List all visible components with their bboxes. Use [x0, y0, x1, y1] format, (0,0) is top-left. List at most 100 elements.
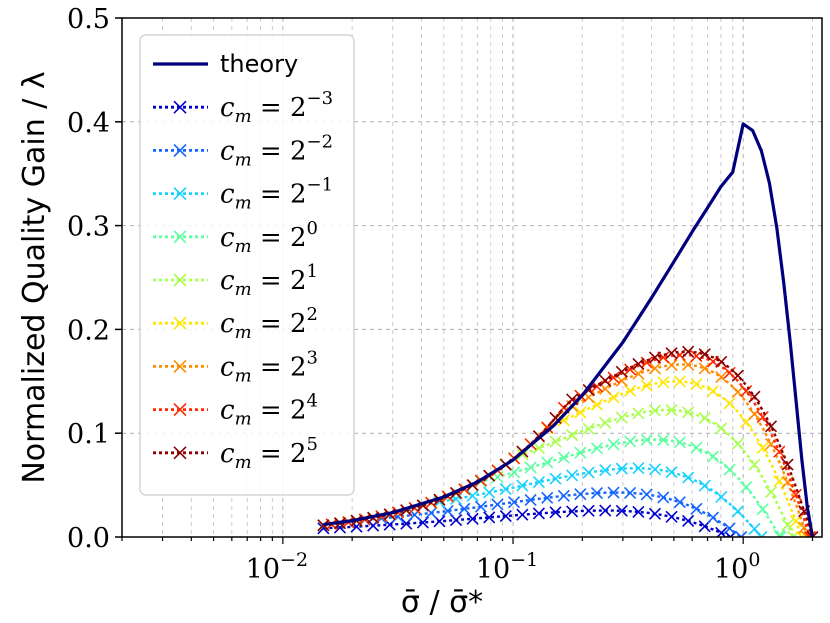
series-marker — [599, 416, 612, 429]
series-marker — [532, 476, 545, 489]
series-marker — [615, 411, 628, 424]
legend-swatch-marker — [173, 446, 187, 460]
series-marker — [466, 489, 479, 502]
series-marker — [640, 488, 653, 501]
series-marker — [698, 479, 711, 492]
series-marker — [317, 519, 330, 532]
series-marker — [706, 385, 720, 398]
legend-swatch-marker — [173, 359, 187, 373]
series-marker — [657, 376, 670, 389]
series-marker — [640, 433, 653, 446]
series-marker — [458, 502, 471, 515]
series-marker — [715, 371, 728, 384]
y-tick-label: 0.0 — [67, 523, 110, 554]
series-marker — [566, 469, 579, 482]
series-marker — [632, 357, 645, 371]
series-marker — [549, 472, 562, 485]
legend-label: cm = 2−3 — [220, 88, 333, 127]
series-marker — [632, 505, 645, 518]
series-marker — [582, 504, 595, 517]
legend-label: cm = 2−2 — [220, 131, 333, 170]
series-marker — [740, 384, 753, 398]
legend-label: cm = 24 — [220, 391, 318, 430]
series-marker — [541, 456, 554, 469]
legend-box — [139, 34, 355, 496]
series-marker — [806, 530, 819, 537]
series-marker — [690, 502, 703, 515]
series-marker — [466, 512, 479, 525]
series-marker — [549, 506, 562, 519]
series-marker — [803, 530, 817, 537]
series-marker — [764, 485, 778, 499]
legend-swatch-marker — [173, 316, 187, 330]
series-marker — [764, 420, 778, 433]
series-marker — [698, 362, 711, 375]
series-marker — [682, 345, 695, 358]
series-marker — [574, 488, 587, 501]
y-tick-label: 0.4 — [67, 108, 110, 139]
series-marker — [483, 486, 496, 499]
series-marker — [748, 458, 761, 471]
series-marker — [648, 463, 662, 476]
series-marker — [516, 508, 529, 521]
series-marker — [723, 522, 736, 535]
series-marker — [740, 480, 753, 494]
legend-label: cm = 23 — [220, 347, 318, 386]
series-marker — [673, 375, 686, 388]
series-marker — [516, 479, 529, 492]
series-marker — [789, 488, 802, 501]
series-marker — [624, 363, 637, 376]
series-line — [323, 491, 742, 537]
series-marker — [756, 441, 769, 454]
series-marker — [607, 371, 620, 384]
series-marker — [735, 530, 748, 537]
series-marker — [549, 435, 562, 448]
legend-swatch-marker — [173, 100, 187, 114]
series-marker — [787, 530, 800, 537]
legend-swatch-marker — [173, 403, 187, 417]
series-marker — [774, 530, 787, 537]
y-axis-label: Normalized Quality Gain / λ — [17, 71, 52, 483]
series-marker — [755, 530, 768, 537]
x-tick-label: 10−2 — [246, 549, 308, 585]
y-tick-label: 0.2 — [67, 315, 110, 346]
series-marker — [532, 442, 545, 455]
series-marker — [756, 503, 769, 516]
series-marker — [599, 374, 612, 387]
series-marker — [748, 390, 761, 403]
series-marker — [615, 462, 628, 475]
series-marker — [731, 437, 744, 450]
series-marker — [640, 379, 653, 392]
y-tick-label: 0.3 — [67, 212, 110, 243]
series-marker — [748, 522, 761, 535]
x-tick-label: 10−1 — [476, 549, 538, 585]
series-marker — [566, 429, 579, 442]
series-marker — [723, 463, 736, 476]
series-marker — [723, 397, 736, 410]
series-marker — [731, 369, 744, 382]
series-marker — [690, 378, 703, 391]
legend-label: cm = 25 — [220, 434, 318, 473]
series-marker — [532, 507, 545, 520]
series-marker — [557, 451, 570, 464]
series-marker — [615, 365, 628, 378]
series-marker — [491, 498, 504, 511]
series-marker — [682, 471, 695, 484]
series-marker — [582, 466, 595, 479]
series-marker — [657, 491, 670, 504]
y-tick-label: 0.1 — [67, 419, 110, 450]
series-marker — [590, 486, 604, 500]
series-marker — [615, 374, 628, 387]
series-marker — [648, 507, 662, 520]
series-marker — [474, 500, 487, 513]
series-marker — [607, 438, 620, 451]
series-marker — [698, 411, 711, 425]
series-marker — [632, 367, 645, 380]
series-marker — [648, 351, 662, 364]
series-marker — [715, 422, 728, 435]
series-marker — [499, 483, 512, 496]
series-marker — [781, 518, 794, 531]
y-tick-label: 0.5 — [67, 4, 110, 35]
series-marker — [665, 403, 678, 417]
series-marker — [590, 442, 604, 455]
